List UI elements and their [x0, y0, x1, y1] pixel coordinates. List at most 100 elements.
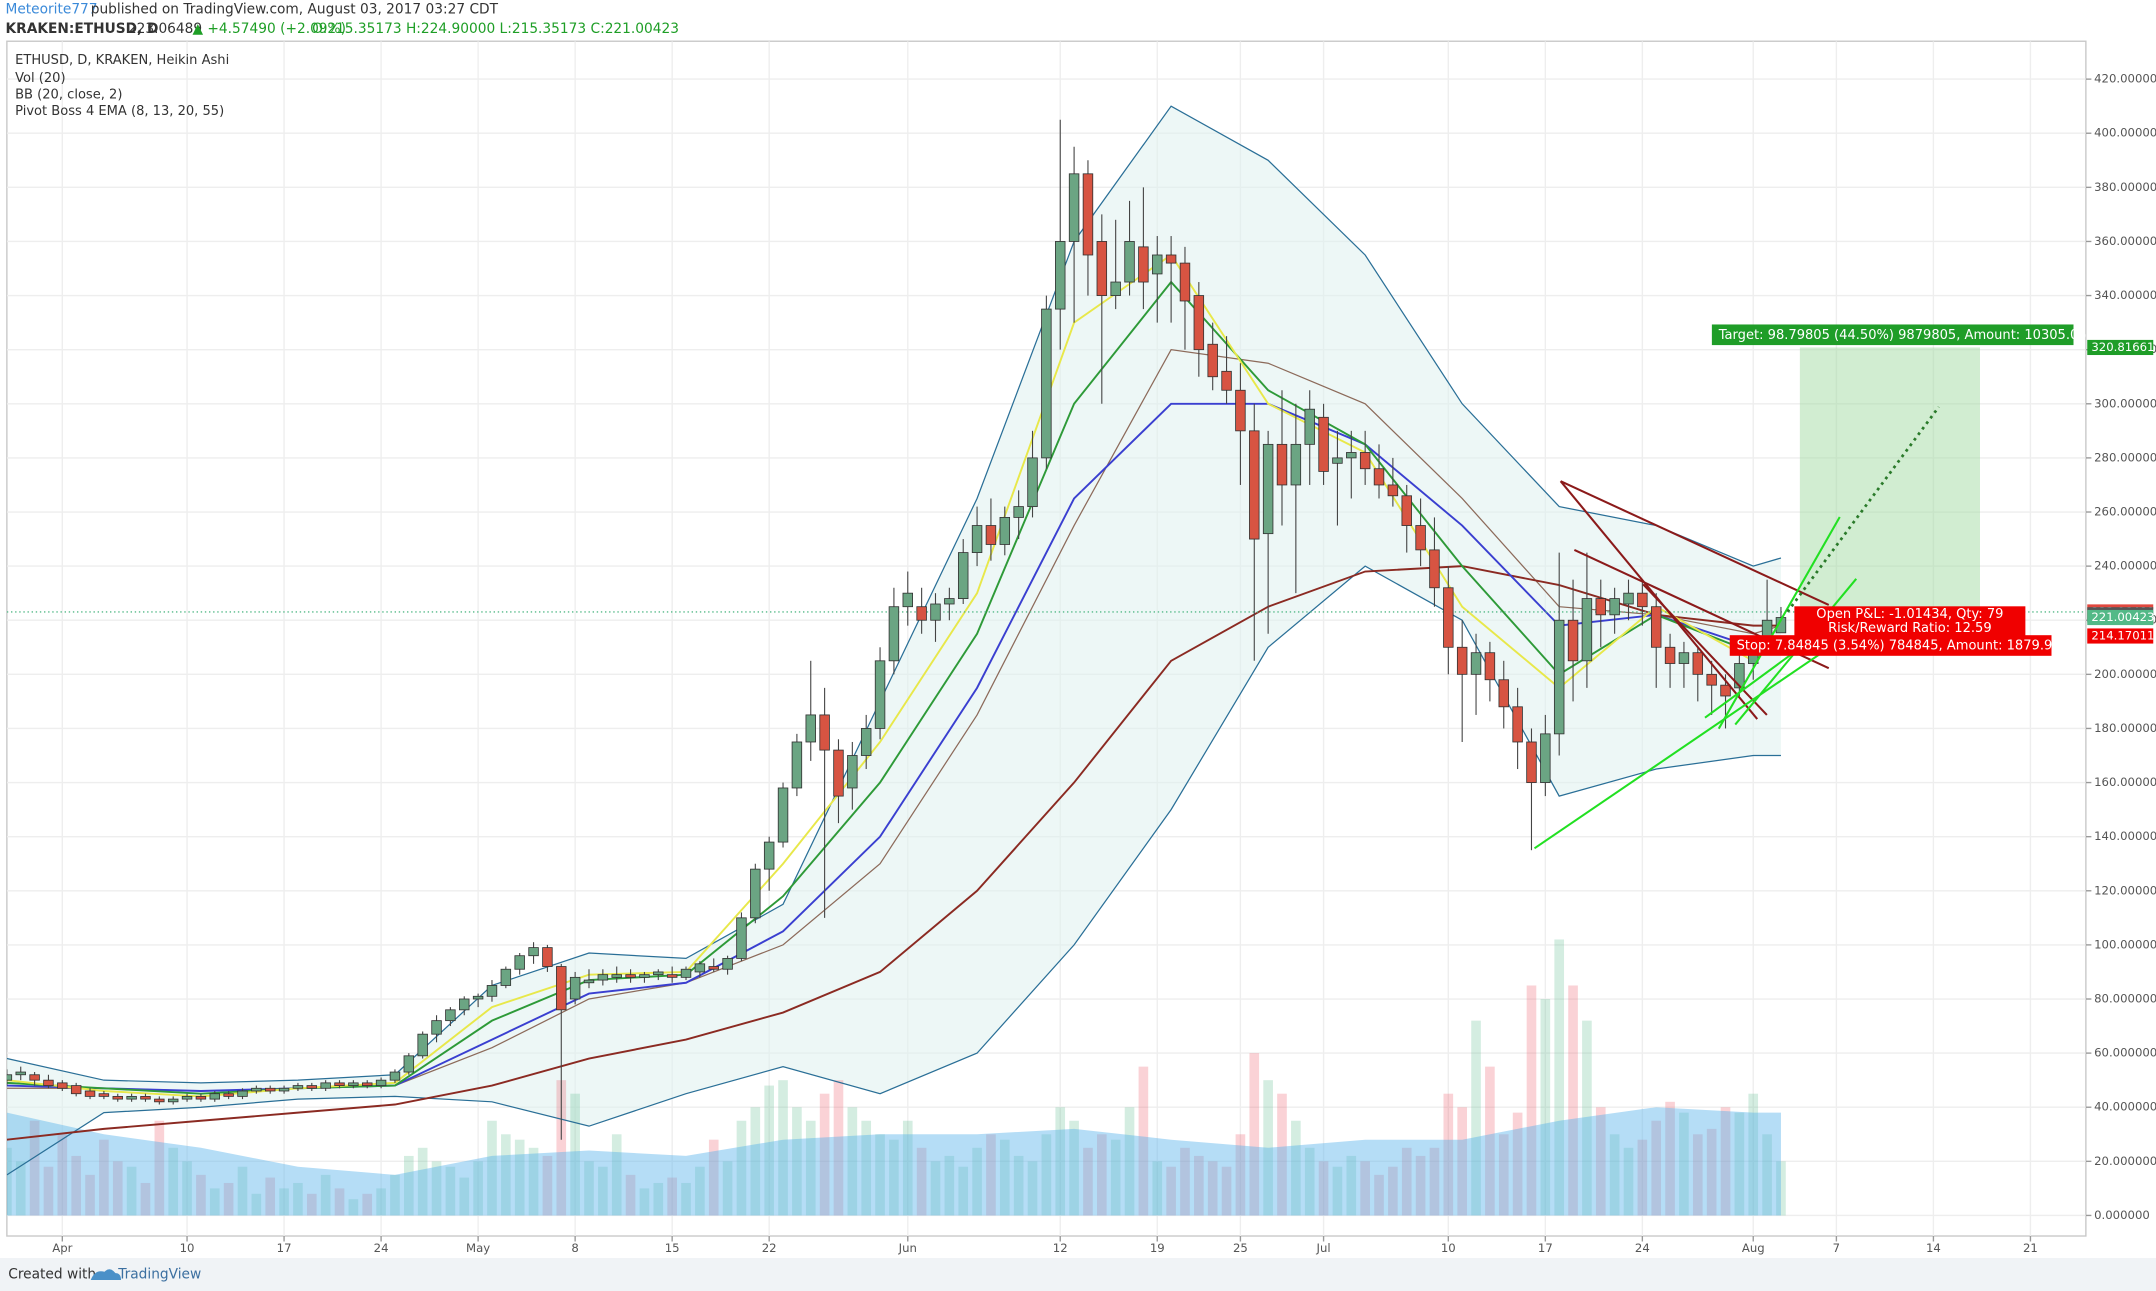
- candle-body: [1096, 241, 1108, 296]
- candle-body: [348, 1082, 359, 1086]
- candle-body: [1165, 254, 1177, 264]
- candle-body: [403, 1055, 415, 1073]
- x-tick-label: 22: [762, 1241, 777, 1255]
- candle-body: [569, 976, 581, 1000]
- volume-bar: [861, 1120, 872, 1216]
- y-tick-label: 100.000000: [2094, 937, 2156, 951]
- candle-body: [957, 552, 969, 599]
- plot: [6, 41, 2086, 1237]
- volume-bar: [293, 1182, 303, 1216]
- volume-bar: [1554, 939, 1565, 1216]
- volume-bar: [944, 1155, 955, 1216]
- trend-line: [1533, 645, 1833, 850]
- y-tick-label: 40.000000: [2094, 1100, 2156, 1114]
- stop-label: Stop: 7.84845 (3.54%) 784845, Amount: 18…: [1737, 639, 2061, 654]
- footer-brand[interactable]: TradingView: [117, 1267, 201, 1283]
- candle-body: [1401, 495, 1412, 526]
- volume-bar: [1055, 1107, 1066, 1216]
- x-tick-label: Aug: [1742, 1241, 1765, 1255]
- candle-body: [1359, 452, 1371, 470]
- volume-bar: [514, 1139, 525, 1216]
- candle-body: [1013, 506, 1024, 518]
- volume-bar: [1582, 1020, 1592, 1216]
- x-tick-label: Apr: [52, 1241, 72, 1255]
- x-tick-label: 25: [1233, 1241, 1248, 1255]
- candle-body: [556, 966, 567, 1011]
- volume-bar: [1097, 1134, 1107, 1216]
- candle-body: [1373, 468, 1385, 486]
- candle-body: [944, 598, 955, 605]
- candle-body: [1152, 254, 1163, 275]
- candle-body: [1595, 598, 1606, 616]
- volume-bar: [1443, 1093, 1454, 1216]
- volume-bar: [1526, 985, 1537, 1216]
- volume-bar: [653, 1182, 664, 1216]
- y-tick-label: 340.000000: [2094, 288, 2156, 302]
- volume-bar: [1304, 1147, 1315, 1216]
- volume-bar: [1360, 1161, 1370, 1216]
- candle-body: [1623, 592, 1634, 605]
- volume-bar: [1277, 1093, 1287, 1216]
- volume-bar: [404, 1155, 414, 1216]
- price-label: 221.00423: [2091, 610, 2154, 624]
- pl-label: Open P&L: -1.01434, Qty: 79: [1816, 607, 2003, 622]
- y-tick-label: 120.000000: [2094, 883, 2156, 897]
- candle-body: [1082, 173, 1094, 256]
- candle-body: [98, 1093, 110, 1097]
- x-tick-label: Jun: [898, 1241, 917, 1255]
- volume-bar: [1374, 1174, 1384, 1216]
- candle-body: [1553, 619, 1565, 735]
- candle-body: [1332, 457, 1343, 464]
- candle-body: [680, 968, 692, 978]
- volume-bar: [459, 1177, 470, 1216]
- volume-bar: [196, 1174, 206, 1216]
- volume-bar: [1595, 1107, 1606, 1216]
- candle-body: [902, 592, 914, 608]
- last-price: 223.06489: [128, 21, 202, 37]
- volume-bar: [1069, 1120, 1079, 1216]
- volume-bar: [1346, 1155, 1357, 1216]
- volume-bar: [1609, 1134, 1620, 1216]
- candle-body: [1720, 684, 1731, 697]
- candle-body: [597, 974, 609, 981]
- candle-body: [486, 985, 498, 997]
- footer-created: Created with: [8, 1267, 96, 1283]
- candle-body: [181, 1095, 193, 1100]
- volume-bar: [473, 1161, 483, 1216]
- candle-body: [639, 974, 650, 978]
- candle-body: [694, 963, 706, 973]
- x-tick-label: 8: [571, 1241, 578, 1255]
- candle-body: [1068, 173, 1080, 242]
- candle-body: [251, 1087, 262, 1092]
- candle-body: [833, 749, 844, 797]
- candle-body: [29, 1074, 40, 1081]
- volume-bar: [265, 1177, 276, 1216]
- target-label: Target: 98.79805 (44.50%) 9879805, Amoun…: [1718, 328, 2087, 343]
- author[interactable]: Meteorite777: [6, 2, 98, 18]
- candle-body: [389, 1071, 401, 1081]
- volume-bar: [168, 1147, 179, 1216]
- volume-bar: [85, 1174, 95, 1216]
- candle-body: [736, 917, 747, 959]
- volume-bar: [986, 1134, 996, 1216]
- candle-body: [43, 1079, 54, 1086]
- candle-body: [514, 955, 525, 970]
- x-tick-label: 10: [1441, 1241, 1456, 1255]
- candle-body: [306, 1085, 318, 1089]
- candle-body: [777, 787, 789, 843]
- volume-bar: [625, 1174, 636, 1216]
- candle-body: [431, 1020, 442, 1035]
- candle-body: [1692, 652, 1704, 675]
- candle-body: [375, 1079, 387, 1086]
- volume-bar: [1401, 1147, 1412, 1216]
- volume-bar: [1762, 1134, 1772, 1216]
- change: ▲ +4.57490 (+2.09%): [193, 21, 346, 37]
- candle-body: [625, 974, 636, 978]
- volume-bar: [43, 1166, 54, 1216]
- y-tick-label: 420.000000: [2094, 72, 2156, 86]
- candle-body: [1443, 587, 1454, 648]
- volume-bar: [417, 1147, 428, 1216]
- volume-bar: [778, 1080, 788, 1216]
- price-label: 214.17011: [2091, 629, 2154, 643]
- candle-body: [15, 1071, 26, 1076]
